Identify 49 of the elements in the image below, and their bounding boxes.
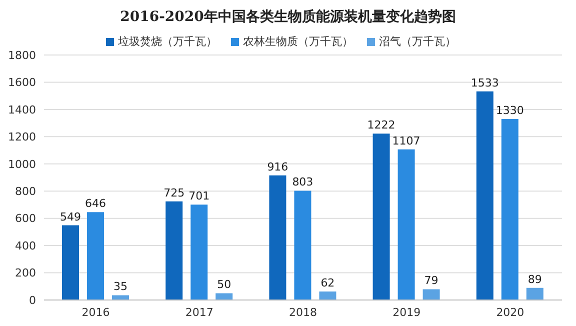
bar <box>422 289 440 300</box>
bar <box>319 292 336 300</box>
data-label: 89 <box>528 272 542 286</box>
x-tick-label: 2020 <box>496 306 524 319</box>
bar <box>372 134 390 300</box>
data-label: 1330 <box>496 104 524 117</box>
bar <box>87 212 104 300</box>
data-label: 701 <box>188 190 210 203</box>
bar <box>112 295 129 300</box>
bar <box>269 175 286 300</box>
x-tick-label: 2016 <box>82 306 110 319</box>
data-label: 79 <box>424 274 438 288</box>
y-tick-label: 400 <box>15 239 36 252</box>
x-tick-label: 2019 <box>392 306 421 319</box>
data-label: 725 <box>164 186 185 200</box>
data-label: 549 <box>60 210 81 224</box>
data-label: 803 <box>292 176 314 189</box>
data-label: 1222 <box>367 118 396 132</box>
bar <box>294 190 312 300</box>
bar <box>62 225 79 300</box>
x-tick-label: 2017 <box>185 306 214 319</box>
y-tick-label: 1000 <box>8 158 36 171</box>
data-label: 646 <box>85 197 106 210</box>
bar <box>216 293 233 300</box>
y-tick-label: 1800 <box>8 48 36 62</box>
y-tick-label: 1400 <box>8 103 36 116</box>
legend-label: 垃圾焚烧（万千瓦） <box>117 34 217 49</box>
bar <box>526 288 544 300</box>
bar <box>190 204 208 300</box>
data-label: 62 <box>320 276 335 290</box>
data-label: 50 <box>217 278 232 292</box>
y-tick-label: 0 <box>29 294 36 307</box>
y-tick-label: 600 <box>15 212 36 226</box>
y-tick-label: 1600 <box>8 76 36 90</box>
data-label: 35 <box>114 280 128 294</box>
x-tick-label: 2018 <box>289 306 317 319</box>
y-tick-label: 200 <box>15 266 36 280</box>
bar <box>398 149 415 300</box>
legend-label: 沼气（万千瓦） <box>378 34 456 49</box>
legend-label: 农林生物质（万千瓦） <box>242 34 353 49</box>
y-tick-label: 1200 <box>8 130 36 144</box>
y-tick-label: 800 <box>15 185 36 198</box>
chart-title: 2016-2020年中国各类生物质能源装机量变化趋势图 <box>119 8 457 27</box>
bar <box>166 201 183 300</box>
data-label: 1533 <box>470 76 499 90</box>
bar <box>501 118 518 300</box>
data-label: 916 <box>267 160 288 174</box>
bar <box>476 91 494 300</box>
data-label: 1107 <box>392 134 420 148</box>
